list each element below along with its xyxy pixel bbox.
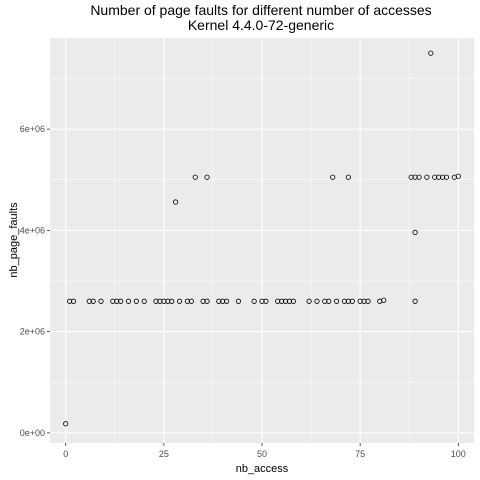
data-point [322,298,328,304]
data-point [133,298,139,304]
data-point [428,50,434,56]
data-point [86,298,92,304]
data-point [204,298,210,304]
x-tick-label: 0 [63,449,68,459]
data-point [381,297,387,303]
data-point [161,298,167,304]
data-point [432,174,438,180]
data-point [282,298,289,304]
data-point [424,174,430,180]
y-tick-label: 4e+06 [20,225,45,235]
data-point [443,174,450,180]
data-point [157,298,163,304]
data-point [98,298,104,304]
data-point [330,174,336,180]
data-point [188,298,194,304]
y-tick-label: 0e+00 [20,428,45,438]
data-point [114,298,120,304]
data-point [173,199,179,205]
data-point [204,174,210,180]
data-point [436,174,442,180]
data-point [90,298,96,304]
data-point [141,298,147,304]
data-point [235,298,242,304]
chart-subtitle: Kernel 4.4.0-72-generic [188,17,334,33]
data-point [416,174,422,180]
data-point [263,298,269,304]
data-point [70,298,77,304]
data-point [259,298,265,304]
grid-lines [50,38,474,443]
data-point [118,298,124,304]
data-point [345,174,351,180]
data-point [341,298,348,304]
data-point [184,298,191,304]
data-point [67,298,73,304]
data-point [349,298,355,304]
x-tick-label: 25 [159,449,169,459]
data-point [357,298,363,304]
data-point [110,298,116,304]
data-point [165,298,171,304]
data-point [455,173,461,179]
data-points [63,50,461,427]
data-point [63,421,69,427]
axis-ticks: 0 25 50 75 100 0e+00 2e+06 4e+06 6e+06 [20,124,466,459]
data-point [365,298,371,304]
data-point [306,298,312,304]
data-point [153,298,159,304]
data-point [176,298,183,304]
data-point [412,298,418,304]
x-axis-title: nb_access [236,463,289,475]
x-tick-label: 100 [451,449,466,459]
data-point [439,174,446,180]
x-tick-label: 50 [257,449,267,459]
data-point [290,298,297,304]
data-point [275,298,281,304]
data-point [279,298,285,304]
data-point [200,298,206,304]
data-point [220,298,226,304]
data-point [412,174,418,180]
data-point [412,229,418,235]
x-tick-label: 75 [355,449,365,459]
data-point [224,298,230,304]
y-tick-label: 2e+06 [20,327,45,337]
data-point [326,298,332,304]
data-point [216,298,222,304]
y-axis-title: nb_page_faults [8,202,20,278]
data-point [361,298,367,304]
data-point [314,298,320,304]
data-point [408,174,414,180]
data-point [125,298,132,304]
chart-title: Number of page faults for different numb… [90,2,431,18]
data-point [192,174,198,180]
data-point [333,298,340,304]
data-point [286,298,293,304]
data-point [345,298,351,304]
data-point [251,298,257,304]
y-tick-label: 6e+06 [20,124,45,134]
data-point [169,298,175,304]
